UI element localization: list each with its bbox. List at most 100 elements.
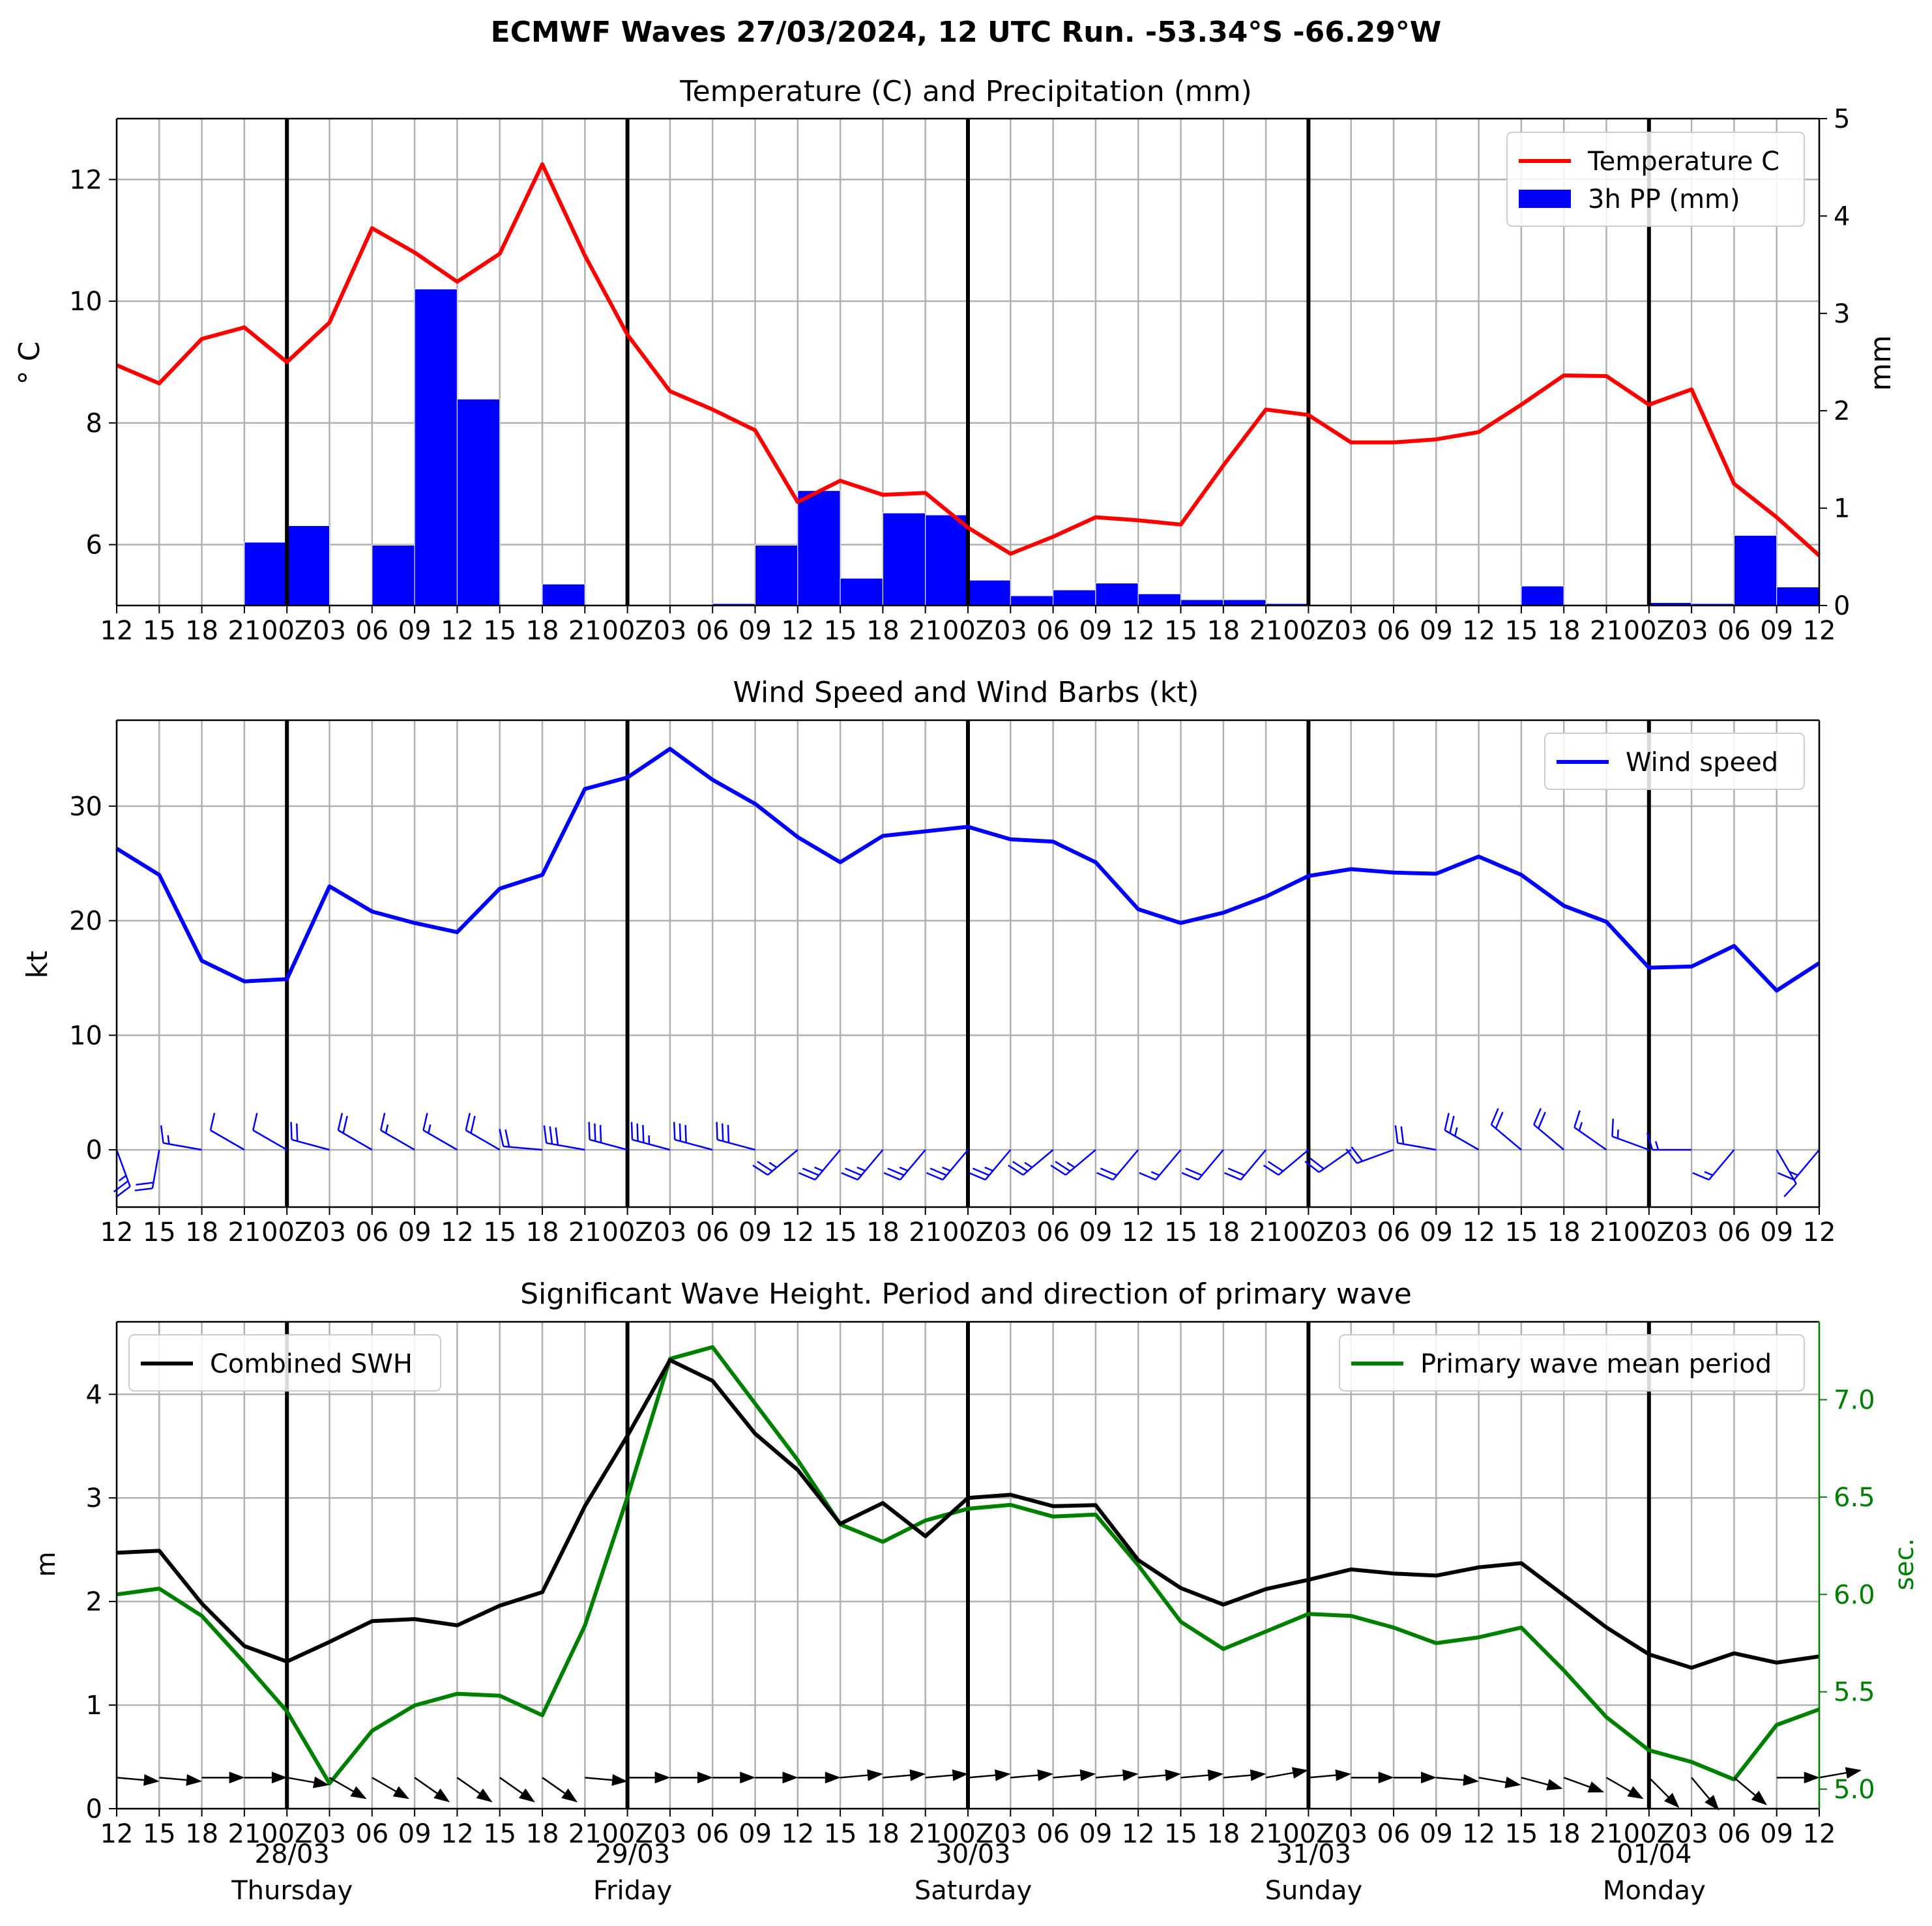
precip-bar — [1223, 599, 1266, 606]
wind-barb-shaft — [163, 1142, 202, 1151]
x-tick-label: 15 — [824, 616, 857, 646]
x-tick-label: 15 — [143, 1819, 176, 1849]
precip-bar — [1095, 583, 1139, 606]
x-tick-label: 21 — [1590, 616, 1623, 646]
wind-barb-shaft — [503, 1145, 543, 1151]
day-date-label: 31/03 — [1276, 1839, 1351, 1869]
wave-direction-arrow — [1095, 1769, 1139, 1781]
x-tick-label: 21 — [909, 616, 942, 646]
precip-y-axis-label: mm — [1864, 335, 1897, 391]
x-tick-label: 06 — [696, 1218, 729, 1248]
legend-swatch — [1519, 190, 1571, 208]
wave-arrow-head — [782, 1772, 798, 1784]
wind-barb — [422, 1113, 458, 1151]
wind-barb-flag — [1646, 1132, 1654, 1150]
wave-direction-arrow — [1521, 1777, 1563, 1790]
wind-barb-flag — [1611, 1118, 1615, 1137]
wind-barb-shaft — [151, 1149, 160, 1189]
wind-panel-title: Wind Speed and Wind Barbs (kt) — [733, 676, 1199, 709]
wave-arrow-shaft — [1605, 1777, 1633, 1794]
wind-barb-flag — [134, 1187, 153, 1191]
legend-entry-label: Primary wave mean period — [1420, 1349, 1772, 1379]
y-tick-label: 0 — [86, 1794, 102, 1824]
wind-barb-flag — [1454, 1127, 1458, 1137]
x-tick-label: 21 — [568, 1218, 602, 1248]
x-tick-label: 00Z — [602, 616, 652, 646]
wind-barb-flag — [1012, 1161, 1029, 1172]
x-tick-label: 03 — [653, 616, 686, 646]
x-tick-label: 15 — [1164, 1819, 1197, 1849]
wave-direction-arrow — [1776, 1772, 1820, 1784]
wave-arrow-shaft — [1095, 1774, 1126, 1779]
wind-barb-shaft — [1022, 1149, 1054, 1176]
x-tick-label: 21 — [1250, 616, 1283, 646]
wind-barb-flag — [428, 1124, 432, 1133]
wind-barb-shaft — [338, 1130, 373, 1151]
wind-barb — [543, 1125, 585, 1151]
x-tick-label: 15 — [483, 1819, 516, 1849]
wave-arrow-shaft — [159, 1777, 190, 1781]
wind-barb-flag — [252, 1113, 258, 1131]
x-tick-label: 09 — [1760, 1819, 1793, 1849]
x-tick-label: 03 — [313, 1218, 346, 1248]
wind-barb-flag — [1495, 1111, 1504, 1129]
x-tick-label: 00Z — [1283, 616, 1334, 646]
day-weekday-label: Thursday — [231, 1876, 353, 1906]
x-tick-label: 03 — [1334, 1218, 1368, 1248]
wave-arrow-shaft — [840, 1774, 871, 1779]
x-tick-label: 00Z — [943, 616, 993, 646]
wind-barb-flag — [1789, 1171, 1798, 1176]
x-tick-label: 00Z — [1624, 616, 1675, 646]
wave-period-line — [116, 1345, 1821, 1786]
y-tick-label: 1 — [86, 1691, 102, 1721]
wind-barb-shaft — [252, 1130, 287, 1151]
wave-arrow-head — [229, 1772, 245, 1784]
x-tick-label: 03 — [1334, 616, 1368, 646]
x-tick-label: 06 — [1036, 1218, 1070, 1248]
wave-arrow-shaft — [1010, 1774, 1041, 1779]
wind-barb-shaft — [717, 1139, 755, 1151]
precip-bar — [1137, 593, 1181, 606]
wind-barb-flag — [1055, 1161, 1071, 1172]
x-tick-label: 15 — [824, 1819, 857, 1849]
x-tick-label: 12 — [441, 1218, 474, 1248]
wind-barb-flag — [290, 1122, 293, 1140]
wind-barb-flag — [160, 1125, 164, 1143]
wind-barb-flag — [1394, 1125, 1399, 1143]
wind-barb — [1345, 1146, 1394, 1164]
wave-direction-arrow — [883, 1769, 926, 1781]
wind-barb-flag — [1096, 1172, 1114, 1181]
wind-barb-shaft — [1793, 1149, 1820, 1180]
wind-barb-shaft — [1533, 1124, 1565, 1151]
temp-panel-title: Temperature (C) and Precipitation (mm) — [679, 75, 1252, 108]
wave-direction-arrow — [797, 1772, 841, 1784]
x-tick-label: 12 — [1122, 1819, 1155, 1849]
wave-arrow-head — [1250, 1769, 1266, 1781]
wind-barb — [841, 1149, 884, 1181]
x-tick-label: 03 — [313, 616, 346, 646]
swh-y-axis-label: m — [31, 1552, 61, 1577]
x-tick-label: 09 — [1079, 1819, 1112, 1849]
x-tick-label: 06 — [1377, 1218, 1411, 1248]
wind-barb-flag — [899, 1166, 909, 1172]
wave-arrow-shaft — [542, 1777, 568, 1796]
wind-speed-line — [115, 746, 1821, 993]
wind-barb — [1692, 1149, 1735, 1181]
precip-bar — [1180, 599, 1224, 606]
wave-arrow-shaft — [372, 1777, 399, 1794]
wave-arrow-shaft — [456, 1777, 482, 1796]
x-tick-label: 21 — [227, 1819, 261, 1849]
wind-barb — [379, 1113, 415, 1151]
y-tick-label: 30 — [69, 792, 102, 822]
wave-direction-arrow — [1478, 1776, 1521, 1788]
wind-barb-flag — [422, 1113, 428, 1131]
precip-bar — [755, 544, 798, 606]
x-tick-label: 06 — [1718, 1218, 1751, 1248]
x-tick-label: 12 — [1803, 1218, 1836, 1248]
x-tick-label: 03 — [653, 1819, 686, 1849]
x-tick-label: 18 — [185, 1819, 218, 1849]
precip-bar — [1010, 595, 1054, 606]
wind-barb-shaft — [546, 1142, 585, 1151]
x-tick-label: 03 — [994, 1819, 1027, 1849]
wave-arrow-head — [186, 1774, 202, 1786]
